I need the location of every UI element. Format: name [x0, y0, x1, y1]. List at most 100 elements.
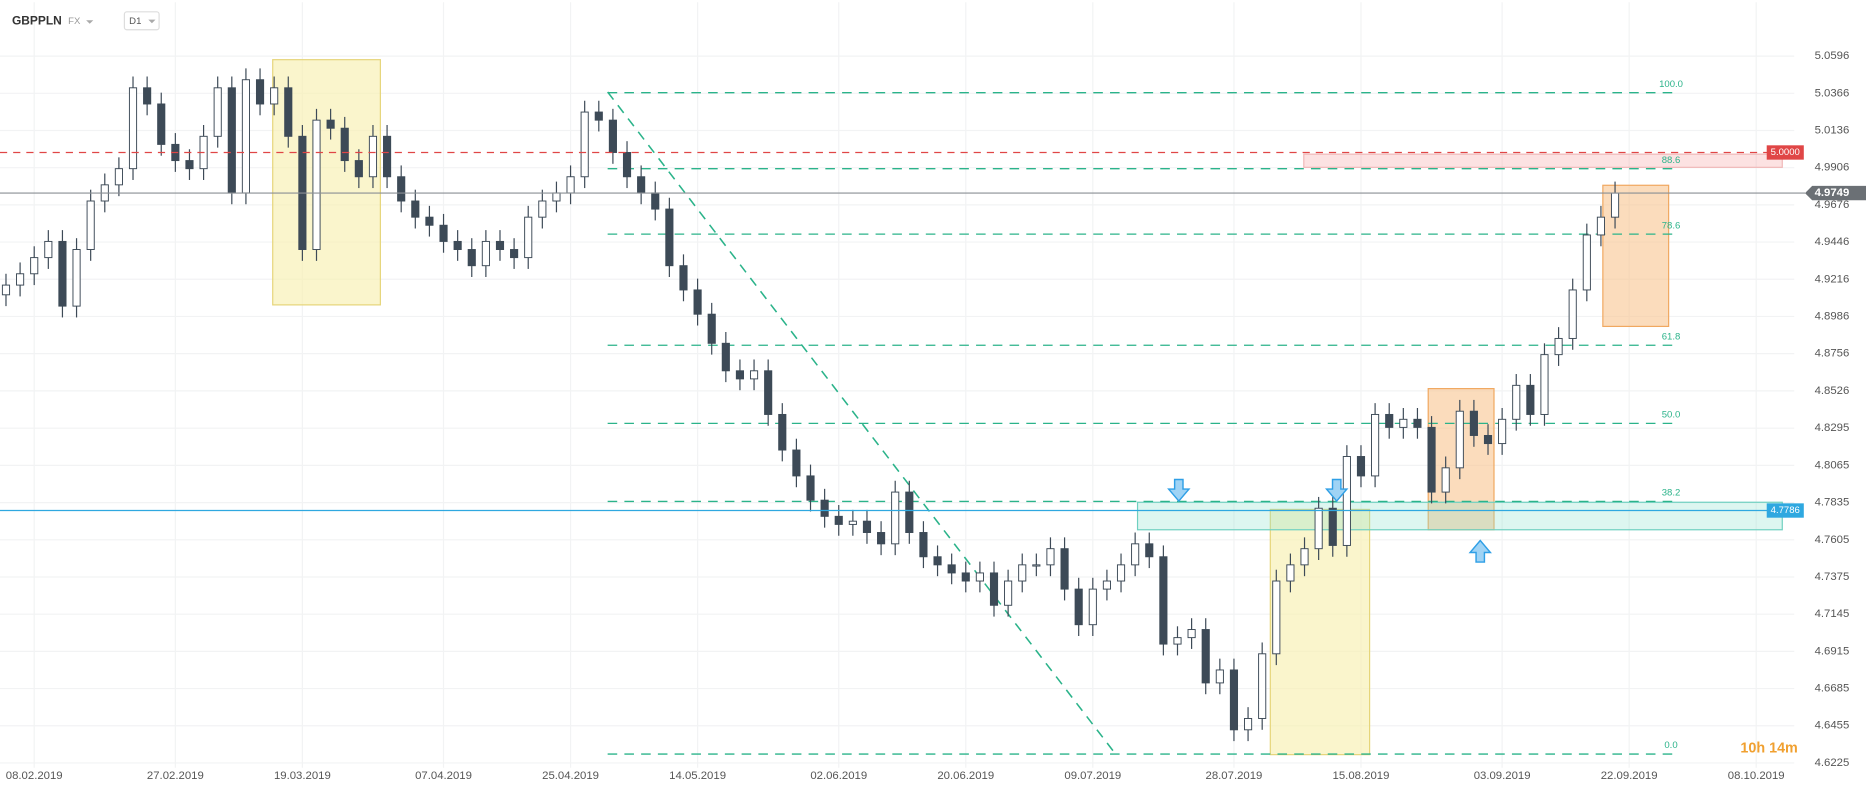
candle-body: [1102, 580, 1111, 590]
candle-body: [312, 119, 321, 250]
candle-body: [58, 240, 67, 307]
candle-body: [1512, 384, 1521, 420]
candle-body: [467, 249, 476, 267]
y-tick-label: 4.7835: [1815, 497, 1850, 509]
price-marker: [1804, 185, 1866, 201]
candle-body: [397, 176, 406, 202]
y-tick-label: 4.8295: [1815, 422, 1850, 434]
candle-body: [1116, 564, 1126, 582]
candle-body: [1229, 669, 1239, 731]
candle-body: [1385, 413, 1394, 428]
candle-body: [1018, 564, 1027, 582]
candle-body: [1413, 418, 1422, 428]
candle-body: [608, 119, 617, 153]
y-tick-label: 5.0136: [1815, 124, 1850, 136]
candle-body: [383, 135, 392, 178]
candle-body: [185, 160, 194, 170]
y-tick-label: 4.9216: [1815, 273, 1850, 285]
candle-body: [792, 449, 801, 477]
candle-body: [1596, 216, 1605, 236]
x-tick-label: 09.07.2019: [1064, 770, 1121, 782]
candle-body: [227, 87, 236, 194]
trend-line: [607, 91, 1117, 756]
interval-select[interactable]: [123, 11, 160, 31]
candle-body: [848, 520, 857, 525]
fib-label: 88.6: [1662, 155, 1681, 166]
y-tick-label: 4.6455: [1815, 720, 1850, 732]
candle-body: [1498, 418, 1507, 445]
candle-body: [44, 240, 53, 259]
candle-body: [1004, 580, 1013, 606]
candle-body: [453, 240, 462, 250]
fib-label: 78.6: [1662, 220, 1681, 231]
x-tick-label: 02.06.2019: [810, 770, 867, 782]
candle-body: [354, 160, 363, 178]
candle-body: [538, 200, 547, 218]
candle-body: [524, 216, 533, 259]
x-tick-label: 07.04.2019: [415, 770, 472, 782]
candle-body: [1328, 507, 1337, 546]
candle-body: [425, 216, 434, 226]
candle-body: [1046, 548, 1055, 566]
candle-body: [905, 491, 914, 533]
candle-body: [1342, 456, 1351, 546]
candle-body: [241, 79, 250, 194]
candle-body: [877, 532, 886, 545]
price-marker-label: 5.0000: [1771, 147, 1800, 158]
candle-body: [862, 520, 872, 533]
arrows: [1167, 478, 1492, 563]
candle-body: [1032, 564, 1041, 567]
x-tick-label: 15.08.2019: [1333, 770, 1390, 782]
candle-body: [1060, 548, 1069, 590]
candle-body: [72, 249, 81, 307]
price-marker: [1766, 503, 1804, 518]
candle-body: [947, 564, 956, 574]
y-tick-label: 4.9676: [1815, 199, 1850, 211]
candle-body: [143, 87, 152, 105]
candle-body: [637, 176, 646, 194]
x-tick-label: 22.09.2019: [1601, 770, 1658, 782]
candle-body: [1258, 653, 1267, 719]
candle-body: [1469, 410, 1478, 436]
interval[interactable]: D1: [129, 16, 141, 27]
candle-body: [1371, 413, 1380, 477]
candle-body: [481, 240, 490, 267]
price-marker-label: 4.9749: [1815, 187, 1850, 199]
down-arrow: [1324, 478, 1349, 503]
grid: [0, 2, 1795, 768]
candle-body: [594, 111, 603, 121]
dropdown-caret[interactable]: [86, 20, 94, 24]
candle-body: [566, 176, 575, 194]
candle-body: [721, 342, 730, 372]
candle-body: [114, 168, 123, 186]
candle-body: [778, 413, 787, 451]
highlight-box: [1269, 508, 1371, 756]
candle-body: [1074, 588, 1083, 626]
candle-body: [16, 273, 25, 286]
candle-body: [1582, 234, 1591, 291]
y-tick-label: 5.0596: [1815, 50, 1850, 62]
x-tick-label: 08.10.2019: [1728, 770, 1785, 782]
x-tick-label: 28.07.2019: [1206, 770, 1263, 782]
candle-body: [679, 265, 688, 291]
y-tick-label: 4.6685: [1815, 683, 1850, 695]
fib-label: 100.0: [1659, 79, 1683, 90]
y-tick-label: 4.8065: [1815, 459, 1850, 471]
dropdown-caret[interactable]: [148, 19, 156, 24]
candle-body: [1, 284, 11, 296]
candle-body: [86, 200, 95, 250]
candle-body: [128, 87, 138, 170]
y-tick-label: 4.9906: [1815, 162, 1850, 174]
y-tick-label: 4.8986: [1815, 310, 1850, 322]
symbol: GBPPLN: [12, 14, 62, 28]
candle-body: [975, 572, 984, 582]
candle-body: [622, 152, 632, 178]
candle-body: [1455, 410, 1464, 469]
candle-body: [1145, 543, 1154, 558]
candle-body: [439, 224, 448, 242]
price-marker-label: 4.7786: [1771, 505, 1800, 516]
candle-body: [651, 192, 660, 210]
y-tick-label: 4.6225: [1815, 757, 1850, 769]
